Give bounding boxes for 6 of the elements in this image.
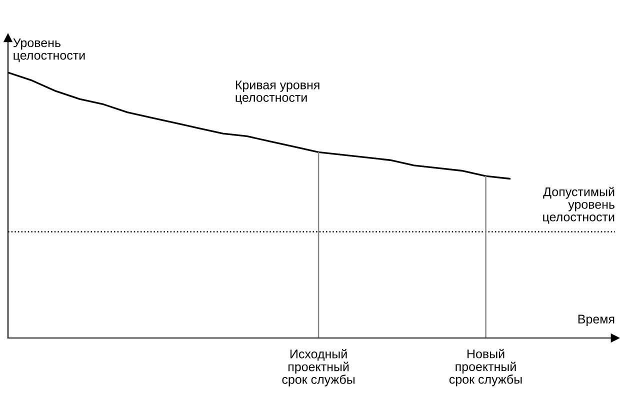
y-axis-title: Уровень целостности [13,38,85,62]
ref-line-label: Допустимый уровень целостности [543,186,614,224]
x-axis-title: Время [578,314,614,326]
x-tick-label: Исходный проектный срок службы [282,349,355,386]
x-tick-label: Новый проектный срок службы [449,348,522,386]
annotation: Кривая уровня целостности [236,80,320,104]
